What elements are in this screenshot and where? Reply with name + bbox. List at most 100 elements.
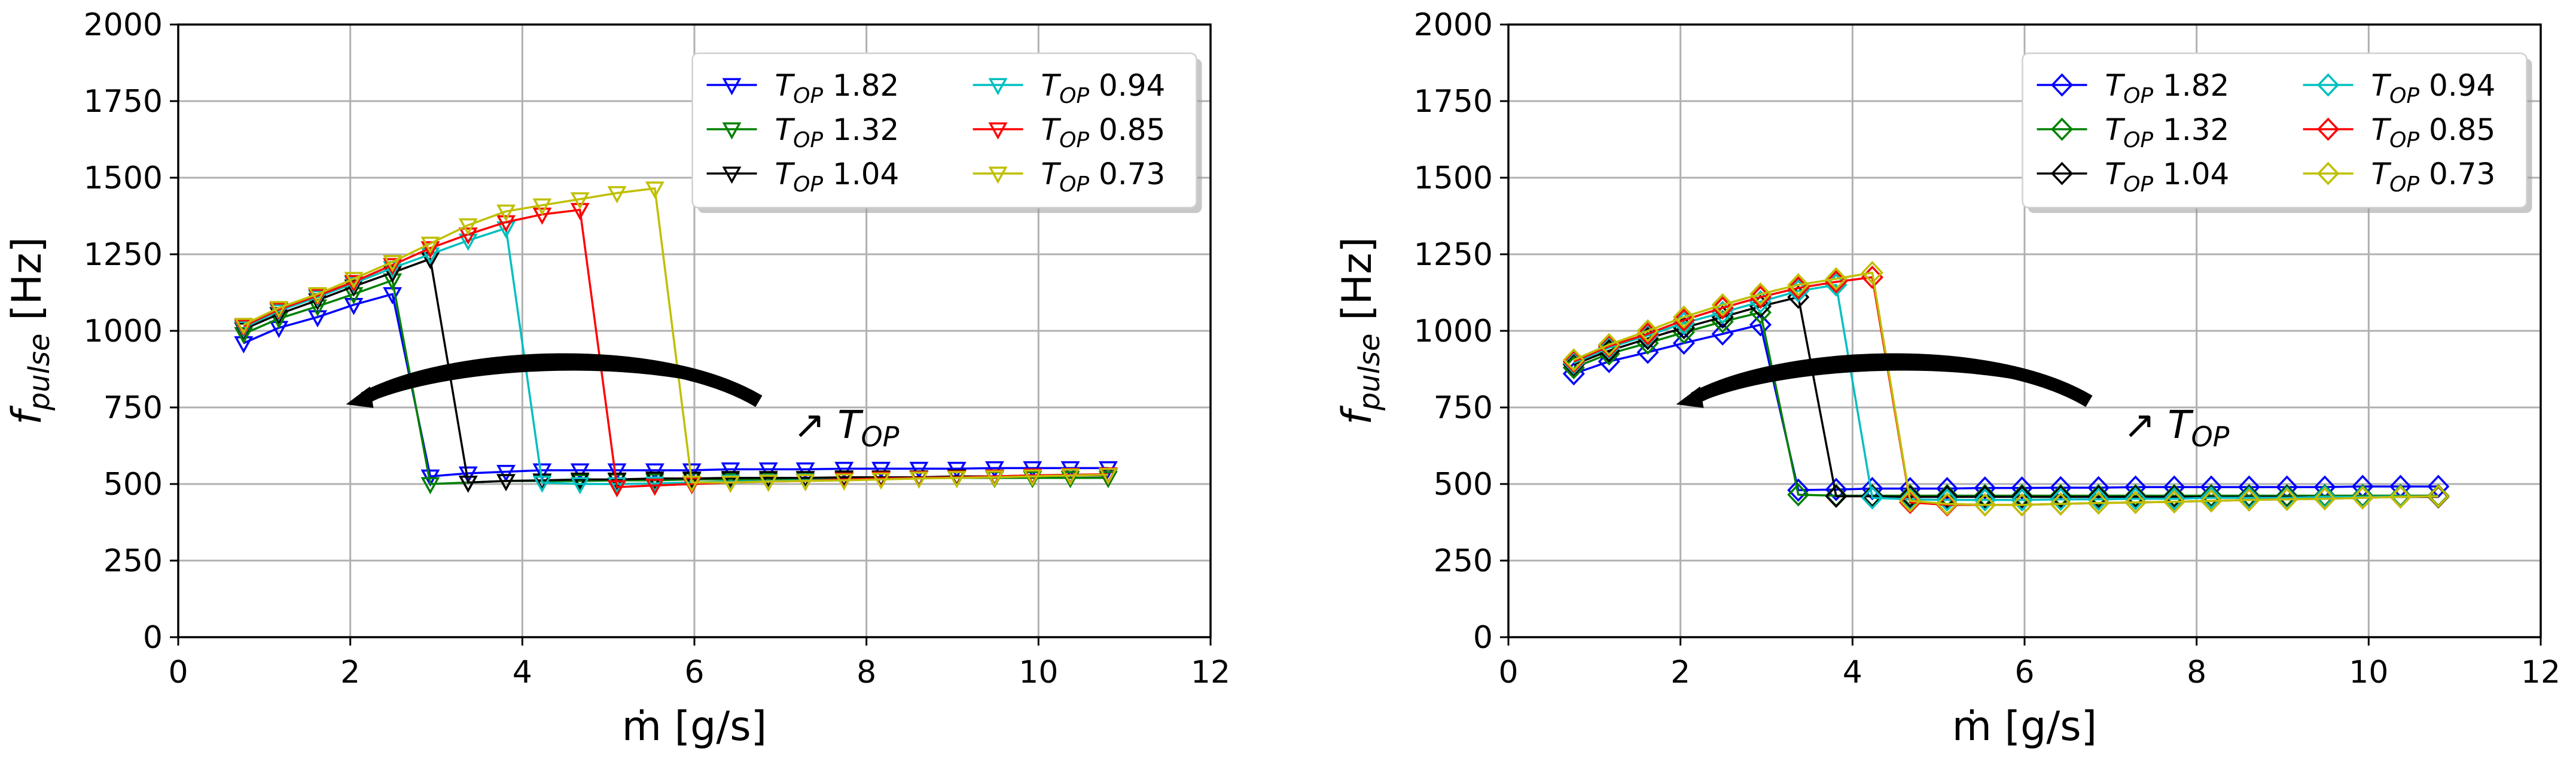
data-point	[420, 241, 440, 259]
data-point	[2200, 489, 2223, 513]
data-point	[532, 198, 552, 216]
data-point	[758, 471, 778, 489]
x-tick-label: 4	[1843, 655, 1862, 690]
data-point	[2049, 485, 2072, 509]
legend-label: TOP 1.82	[2105, 68, 2230, 108]
data-point	[2087, 491, 2110, 515]
data-point	[2049, 488, 2072, 512]
data-point	[1861, 484, 1883, 509]
data-point	[2200, 486, 2223, 510]
y-axis-label-subscript: pulse	[1353, 333, 1386, 411]
data-point	[1098, 471, 1118, 489]
data-point	[1974, 476, 1996, 500]
legend-entry-6: TOP 0.73	[973, 157, 1165, 197]
data-point	[344, 297, 364, 315]
legend-label-symbol: T	[2105, 68, 2126, 103]
data-point	[1023, 469, 1042, 487]
legend-label-subscript: OP	[793, 128, 823, 153]
legend-entry-5: TOP 0.85	[973, 112, 1165, 153]
legend-label-symbol: T	[2371, 68, 2392, 103]
data-point	[682, 475, 702, 493]
data-point	[344, 279, 364, 297]
data-point	[269, 301, 289, 318]
legend-label-value: 0.94	[2419, 68, 2495, 103]
x-tick-label: 12	[2521, 655, 2560, 690]
data-point	[383, 266, 403, 283]
data-point	[1098, 468, 1118, 485]
legend-marker	[988, 166, 1008, 184]
data-point	[570, 463, 590, 481]
data-point	[344, 272, 364, 290]
legend-entry-4: TOP 0.94	[2303, 68, 2495, 108]
y-tick-label: 2000	[84, 7, 163, 43]
data-point	[1787, 273, 1810, 297]
data-point	[383, 255, 403, 273]
data-point	[607, 463, 627, 481]
data-point	[2049, 492, 2072, 516]
y-axis-label: fpulse [Hz]	[4, 237, 56, 425]
data-point	[1861, 261, 1883, 285]
y-tick-label: 1500	[84, 160, 163, 196]
y-tick-label: 2000	[1414, 7, 1493, 43]
legend-marker	[988, 122, 1008, 140]
data-point	[458, 227, 478, 245]
data-point	[1899, 491, 1922, 515]
data-point	[344, 275, 364, 293]
legend-label: TOP 0.73	[2371, 157, 2496, 197]
data-point	[496, 215, 516, 233]
annotation-symbol: T	[2168, 403, 2194, 448]
x-tick-label: 8	[2187, 655, 2206, 690]
data-point	[1672, 331, 1695, 355]
legend-marker	[2050, 73, 2074, 97]
series-line	[243, 187, 1108, 484]
data-point	[2351, 486, 2374, 510]
legend-label-value: 0.73	[1089, 157, 1165, 191]
data-point	[1749, 285, 1772, 309]
data-point	[2276, 486, 2298, 510]
data-point	[496, 204, 516, 222]
data-point	[2163, 490, 2185, 514]
data-point	[2237, 486, 2260, 510]
legend-entry-6: TOP 0.73	[2303, 157, 2496, 197]
trend-arrow-body-thin	[362, 366, 760, 404]
data-point	[2237, 488, 2260, 512]
data-point	[308, 310, 327, 328]
data-point	[1899, 489, 1922, 513]
data-point	[682, 463, 702, 481]
series-line	[243, 293, 1108, 477]
legend-entry-1: TOP 1.82	[2037, 68, 2230, 108]
series-6	[234, 181, 1118, 493]
y-tick-label: 500	[103, 467, 163, 503]
legend-label-symbol: T	[2105, 157, 2126, 191]
data-point	[570, 477, 590, 495]
trend-arrow-body-thin	[1693, 366, 2090, 404]
x-tick-label: 6	[684, 655, 704, 690]
legend-marker	[2050, 162, 2074, 185]
data-point	[2011, 493, 2034, 517]
legend-entry-2: TOP 1.32	[2037, 112, 2229, 153]
y-tick-label: 750	[1434, 390, 1493, 426]
data-point	[1598, 333, 1620, 357]
data-point	[1749, 313, 1772, 337]
legend-label-symbol: T	[2371, 157, 2392, 191]
data-point	[2389, 485, 2412, 509]
x-tick-label: 8	[856, 655, 876, 690]
data-point	[2087, 485, 2110, 509]
data-point	[947, 471, 967, 489]
data-point	[871, 461, 891, 479]
data-point	[496, 474, 516, 492]
legend-label-subscript: OP	[793, 172, 823, 197]
data-point	[909, 471, 929, 489]
data-point	[1562, 348, 1585, 372]
data-point	[834, 461, 854, 479]
y-tick-label: 500	[1434, 467, 1493, 503]
data-point	[645, 479, 664, 496]
data-point	[1935, 488, 1959, 512]
trend-arrow	[1676, 353, 2093, 408]
legend-marker	[2316, 117, 2340, 141]
legend-label: TOP 1.04	[775, 157, 900, 197]
legend-marker	[722, 122, 742, 140]
data-point	[1060, 471, 1080, 489]
